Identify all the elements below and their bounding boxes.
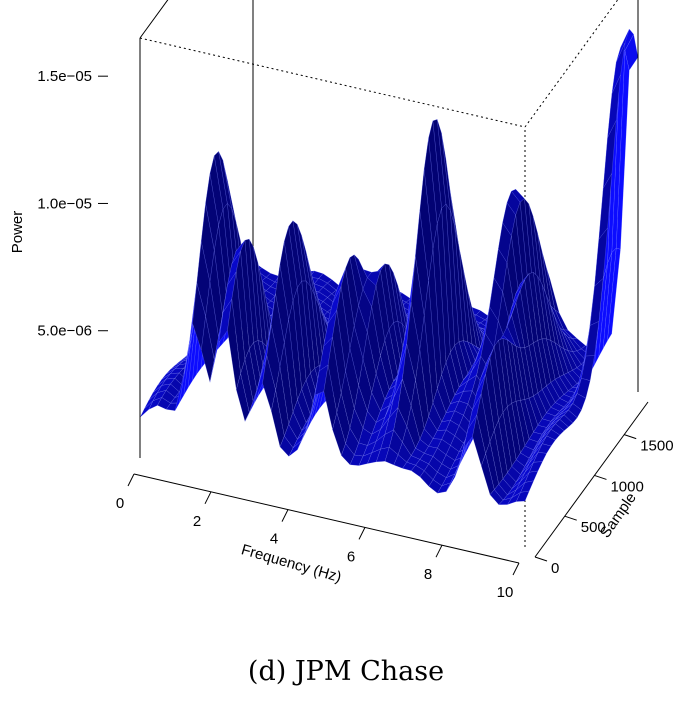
surface-facet [528, 461, 543, 473]
box-edge-top-right [524, 0, 619, 128]
x-tick-label: 4 [270, 531, 278, 548]
y-tick-label: 1000 [610, 478, 643, 495]
y-tick-mark [534, 556, 548, 562]
surface-facet [555, 418, 569, 432]
z-tick-label: 5.0e−06 [37, 323, 92, 340]
x-tick-label: 6 [347, 548, 355, 565]
x-tick-label: 8 [424, 566, 432, 583]
x-tick-mark [435, 544, 443, 558]
x-tick-mark [281, 509, 289, 522]
x-axis: 0 2 4 6 8 10 [116, 473, 520, 601]
box-edge-top-front [139, 37, 526, 128]
y-axis-line [534, 401, 649, 558]
z-tick-label: 1.5e−05 [37, 68, 92, 85]
figure-caption: (d) JPM Chase [247, 656, 445, 687]
y-tick-label: 1500 [640, 438, 673, 455]
surface-facet [598, 173, 613, 240]
x-axis-title: Frequency (Hz) [239, 541, 343, 586]
y-axis: 0 500 1000 1500 [534, 401, 674, 577]
surface-mesh [139, 28, 639, 505]
surface-facet [139, 400, 154, 418]
y-axis-title: Sample [597, 490, 640, 541]
x-tick-label: 10 [497, 584, 514, 601]
x-tick-mark [127, 473, 135, 487]
y-tick-label: 0 [551, 560, 559, 577]
x-axis-line [133, 473, 520, 564]
box-edge-top-left [139, 0, 169, 39]
z-axis-title: Power [9, 211, 26, 254]
surface-facet [616, 28, 630, 63]
surface-facet [515, 490, 530, 502]
x-tick-mark [204, 491, 212, 505]
surface-facet [607, 74, 621, 138]
surface-facet [603, 120, 617, 189]
surface-facet [533, 452, 548, 463]
y-tick-mark [564, 515, 577, 521]
plot-box-front [139, 0, 639, 458]
surface-facet [581, 355, 595, 381]
x-tick-label: 2 [193, 513, 201, 530]
x-tick-mark [358, 527, 366, 540]
surface-plot: 5.0e−06 1.0e−05 1.5e−05 0 2 4 6 8 10 0 500 1000 15… [9, 0, 674, 601]
x-tick-mark [512, 562, 520, 576]
z-axis: 5.0e−06 1.0e−05 1.5e−05 [37, 68, 108, 340]
x-tick-label: 0 [116, 495, 124, 512]
z-tick-label: 1.0e−05 [37, 195, 92, 212]
surface-facet [594, 227, 608, 287]
y-tick-mark [624, 434, 637, 440]
y-tick-mark [594, 474, 607, 480]
y-tick-label: 500 [581, 519, 606, 536]
